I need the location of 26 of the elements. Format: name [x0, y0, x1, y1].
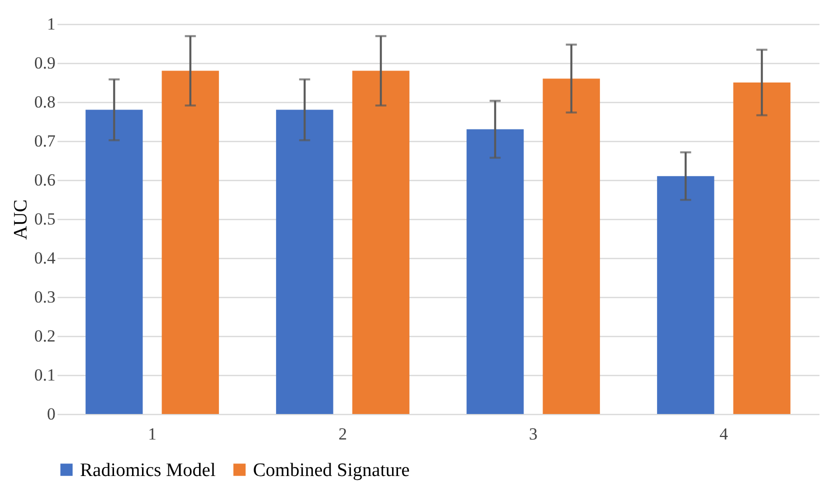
y-tick-label: 0.9 — [34, 54, 56, 72]
x-tick-label: 4 — [720, 424, 728, 444]
y-tick-label: 1 — [47, 14, 56, 34]
y-tick-label: 0 — [47, 404, 56, 424]
bar — [733, 82, 790, 414]
y-tick-label: 0.4 — [34, 248, 56, 268]
legend-label: Combined Signature — [253, 460, 410, 481]
y-axis-title: AUC — [10, 199, 32, 240]
legend-label: Radiomics Model — [80, 460, 216, 481]
x-tick-label: 1 — [148, 424, 156, 444]
x-tick-label: 3 — [529, 424, 538, 444]
bar — [276, 110, 334, 414]
y-tick-label: 0.5 — [34, 210, 56, 228]
y-tick-label: 0.2 — [34, 326, 56, 346]
y-tick-label: 0.1 — [34, 366, 56, 384]
y-tick-label: 0.6 — [34, 170, 56, 190]
bar — [162, 70, 219, 414]
bar — [657, 176, 714, 414]
y-tick-label: 0.3 — [34, 288, 56, 306]
x-tick-label: 2 — [338, 424, 347, 444]
y-tick-label: 0.8 — [34, 92, 56, 112]
bar — [352, 70, 410, 414]
bar — [466, 129, 524, 414]
bar — [542, 78, 600, 414]
bar — [86, 110, 143, 414]
y-tick-label: 0.7 — [34, 132, 56, 150]
